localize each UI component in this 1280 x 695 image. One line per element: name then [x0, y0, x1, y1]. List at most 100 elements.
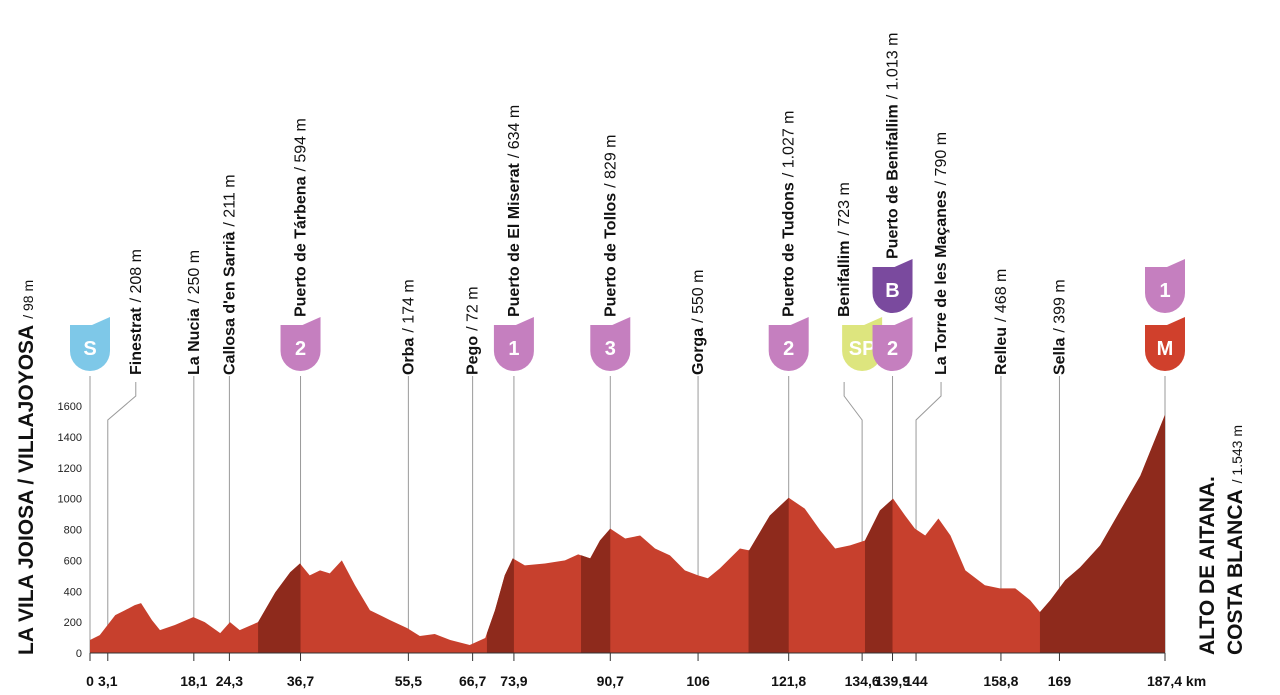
- badge-shape: [842, 325, 883, 372]
- badge: 2: [280, 317, 321, 372]
- badge-label: 3: [605, 338, 616, 360]
- badge-shape: [493, 325, 534, 372]
- badge-label: S: [83, 338, 96, 360]
- badge: 1: [1145, 259, 1185, 313]
- waypoint-line: [843, 382, 863, 653]
- y-tick-label: 1000: [58, 494, 82, 506]
- badge: SP: [842, 317, 883, 372]
- x-tick-label: 169: [1048, 673, 1072, 689]
- climb-segment: [486, 558, 514, 653]
- waypoint-altitude: / 468 m: [993, 269, 1010, 322]
- waypoint-label: Relleu / 468 m: [993, 269, 1010, 375]
- waypoint-altitude: / 1.027 m: [781, 110, 798, 177]
- start-label: LA VILA JOIOSA / VILLAJOYOSA / 98 m: [15, 280, 38, 655]
- waypoint-name: Pego: [465, 336, 482, 375]
- waypoint-name: Puerto de El Miserat: [506, 163, 523, 317]
- waypoint-name: Sella: [1051, 338, 1068, 375]
- waypoint-name: La Nucia: [186, 308, 203, 375]
- waypoint-name: Puerto de Tudons: [781, 182, 798, 317]
- y-tick-label: 1600: [58, 401, 82, 413]
- waypoint-altitude: / 72 m: [465, 286, 482, 330]
- badge-flag: [92, 317, 110, 325]
- x-tick-label: 18,1: [180, 673, 207, 689]
- badge-flag: [612, 317, 631, 325]
- waypoint-name: Orba: [400, 338, 417, 375]
- badge: 2: [768, 317, 809, 372]
- y-tick-label: 600: [64, 555, 82, 567]
- waypoint-label: Pego / 72 m: [465, 286, 482, 375]
- badge: 2: [872, 317, 913, 372]
- y-tick-label: 0: [76, 648, 82, 660]
- badge-label: 2: [887, 338, 898, 360]
- y-tick-label: 200: [64, 617, 82, 629]
- waypoint-altitude: / 211 m: [221, 174, 238, 226]
- x-tick-label: 55,5: [395, 673, 422, 689]
- waypoint-altitude: / 634 m: [506, 105, 523, 158]
- x-tick-label: 0: [86, 673, 94, 689]
- badge-flag: [1167, 259, 1185, 267]
- waypoint-label: Sella / 399 m: [1051, 279, 1068, 375]
- badge-shape: [872, 267, 913, 313]
- waypoint-name: Finestrat: [128, 307, 145, 375]
- climb-segment: [1039, 414, 1165, 653]
- y-tick-label: 1200: [58, 463, 82, 475]
- badge: 1: [493, 317, 534, 372]
- climb-segment: [581, 528, 611, 653]
- badge: M: [1145, 317, 1185, 371]
- badge-flag: [302, 317, 321, 325]
- climb-segment: [258, 563, 301, 653]
- x-tick-label: 139,9: [875, 673, 910, 689]
- badge-shape: [872, 325, 913, 372]
- profile-area: [90, 414, 1165, 653]
- badge-shape: [590, 325, 631, 372]
- waypoint-altitude: / 594 m: [293, 118, 310, 171]
- waypoint-label: La Nucia / 250 m: [186, 250, 203, 375]
- badge-flag: [864, 317, 883, 325]
- badge-shape: [1145, 267, 1185, 313]
- badge: B: [872, 259, 913, 313]
- finish-label: COSTA BLANCA / 1.543 m: [1224, 425, 1247, 655]
- waypoint-altitude: / 174 m: [400, 279, 417, 332]
- y-tick-label: 800: [64, 525, 82, 537]
- badge-label: B: [885, 280, 899, 302]
- y-tick-label: 1400: [58, 432, 82, 444]
- badge-label: SP: [849, 338, 876, 360]
- badge-label: M: [1157, 338, 1174, 360]
- badge-flag: [515, 317, 534, 325]
- badge-flag: [790, 317, 809, 325]
- finish-label: ALTO DE AITANA.: [1196, 476, 1219, 655]
- x-tick-label: 24,3: [216, 673, 243, 689]
- badge-label: 2: [783, 338, 794, 360]
- waypoint-altitude: / 790 m: [933, 132, 950, 185]
- waypoint-altitude: / 550 m: [690, 270, 707, 323]
- climb-segment: [748, 497, 789, 653]
- badge: S: [70, 317, 110, 371]
- start-altitude: / 98 m: [20, 280, 36, 319]
- waypoint-altitude: / 250 m: [186, 250, 203, 303]
- badge-flag: [894, 259, 913, 267]
- x-tick-label: 144: [904, 673, 928, 689]
- badge-flag: [894, 317, 913, 325]
- badge-shape: [1145, 325, 1185, 371]
- waypoint-name: Puerto de Tollos: [602, 193, 619, 317]
- finish-name: COSTA BLANCA: [1224, 489, 1247, 655]
- waypoint-altitude: / 1.013 m: [885, 33, 902, 100]
- finish-altitude: / 1.543 m: [1229, 425, 1245, 483]
- badge-flag: [1167, 317, 1185, 325]
- waypoint-name: Puerto de Tárbena: [293, 176, 310, 317]
- waypoint-label: La Torre de les Maçanes / 790 m: [933, 132, 950, 375]
- waypoint-altitude: / 399 m: [1051, 279, 1068, 332]
- start-name: LA VILA JOIOSA / VILLAJOYOSA: [15, 325, 38, 655]
- waypoint-label: Benifallim / 723 m: [836, 182, 853, 317]
- waypoint-label: Orba / 174 m: [400, 279, 417, 375]
- waypoint-label: Puerto de Tollos / 829 m: [602, 134, 619, 317]
- x-tick-label: 187,4 km: [1147, 673, 1206, 689]
- waypoint-label: Puerto de Tudons / 1.027 m: [781, 110, 798, 317]
- badge-label: 1: [1159, 280, 1170, 302]
- waypoint-altitude: / 829 m: [602, 134, 619, 187]
- badge: 3: [590, 317, 631, 372]
- x-tick-label: 73,9: [500, 673, 527, 689]
- badge-shape: [70, 325, 110, 371]
- badge-shape: [768, 325, 809, 372]
